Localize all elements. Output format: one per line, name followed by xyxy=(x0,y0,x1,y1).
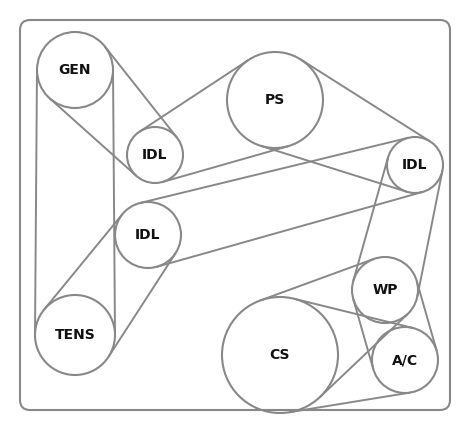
Text: IDL: IDL xyxy=(142,148,168,162)
Text: GEN: GEN xyxy=(59,63,91,77)
Text: A/C: A/C xyxy=(392,353,418,367)
Text: WP: WP xyxy=(372,283,398,297)
Text: TENS: TENS xyxy=(55,328,95,342)
Text: CS: CS xyxy=(270,348,290,362)
Text: IDL: IDL xyxy=(135,228,161,242)
Text: IDL: IDL xyxy=(402,158,428,172)
Text: PS: PS xyxy=(265,93,285,107)
